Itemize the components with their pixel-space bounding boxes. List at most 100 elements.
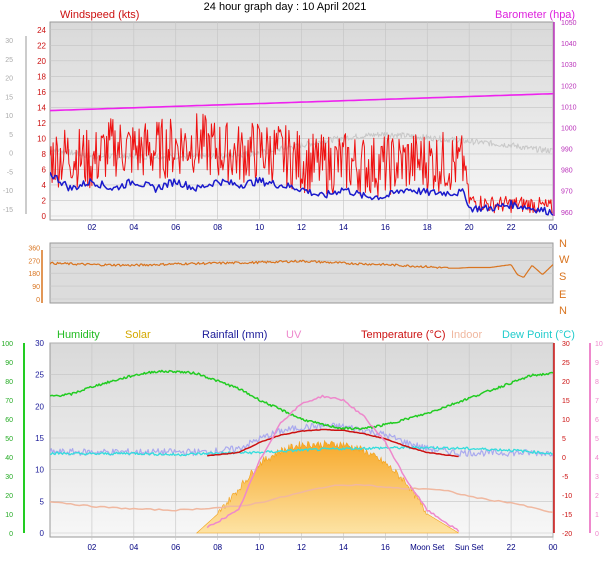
temperature-humidity-panel: 0510152025300102030405060708090100-20-15… bbox=[1, 329, 603, 552]
barometer-axis-label: Barometer (hpa) bbox=[495, 9, 575, 21]
barometer-tick-label: 990 bbox=[561, 147, 573, 154]
barometer-tick-label: 1000 bbox=[561, 125, 577, 132]
legend-rainfall: Rainfall (mm) bbox=[202, 329, 267, 341]
uv-tick-label: 7 bbox=[595, 398, 599, 405]
uv-tick-label: 10 bbox=[595, 341, 603, 348]
panel1-time-tick-label: 04 bbox=[129, 223, 138, 232]
panel1-time-tick-label: 02 bbox=[87, 223, 96, 232]
humidity-tick-label: 30 bbox=[5, 474, 13, 481]
windspeed-tick-label: 22 bbox=[37, 41, 46, 50]
barometer-offset-tick-label: 20 bbox=[5, 76, 13, 83]
panel3-time-tick-label: 04 bbox=[129, 543, 138, 552]
humidity-tick-label: 100 bbox=[1, 341, 13, 348]
panel3-time-tick-label: Sun Set bbox=[455, 543, 484, 552]
windspeed-tick-label: 16 bbox=[37, 88, 46, 97]
panel3-time-tick-label: 08 bbox=[213, 543, 222, 552]
barometer-tick-label: 980 bbox=[561, 168, 573, 175]
panel1-time-tick-label: 18 bbox=[423, 223, 432, 232]
uv-tick-label: 1 bbox=[595, 512, 599, 519]
humidity-tick-label: 40 bbox=[5, 455, 13, 462]
legend-uv: UV bbox=[286, 329, 302, 341]
uv-tick-label: 2 bbox=[595, 493, 599, 500]
panel3-time-tick-label: 10 bbox=[255, 543, 264, 552]
panel1-time-tick-label: 12 bbox=[297, 223, 306, 232]
barometer-offset-tick-label: 0 bbox=[9, 151, 13, 158]
legend-indoor: Indoor bbox=[451, 329, 483, 341]
uv-tick-label: 5 bbox=[595, 436, 599, 443]
windspeed-tick-label: 20 bbox=[37, 57, 46, 66]
temperature-tick-label: -15 bbox=[562, 512, 572, 519]
barometer-tick-label: 970 bbox=[561, 189, 573, 196]
panel1-time-tick-label: 20 bbox=[465, 223, 474, 232]
panel1-time-tick-label: 06 bbox=[171, 223, 180, 232]
panel1-grid bbox=[50, 22, 554, 219]
uv-tick-label: 4 bbox=[595, 455, 599, 462]
direction-degree-label: 90 bbox=[32, 284, 40, 291]
humidity-tick-label: 90 bbox=[5, 360, 13, 367]
direction-degree-label: 270 bbox=[28, 258, 40, 265]
legend-temperature: Temperature (°C) bbox=[361, 329, 445, 341]
barometer-offset-tick-label: -15 bbox=[3, 207, 13, 214]
direction-degree-label: 360 bbox=[28, 245, 40, 252]
barometer-tick-label: 1030 bbox=[561, 62, 577, 69]
direction-degree-label: 0 bbox=[36, 297, 40, 304]
uv-tick-label: 6 bbox=[595, 417, 599, 424]
humidity-tick-label: 60 bbox=[5, 417, 13, 424]
direction-degree-label: 180 bbox=[28, 271, 40, 278]
panel1-time-tick-label: 00 bbox=[549, 223, 558, 232]
barometer-offset-tick-label: 30 bbox=[5, 38, 13, 45]
humidity-tick-label: 50 bbox=[5, 436, 13, 443]
windspeed-tick-label: 8 bbox=[42, 150, 47, 159]
panel1-time-tick-label: 16 bbox=[381, 223, 390, 232]
humidity-line bbox=[50, 369, 553, 431]
barometer-offset-tick-label: -10 bbox=[3, 188, 13, 195]
barometer-tick-label: 1020 bbox=[561, 83, 577, 90]
barometer-line bbox=[50, 92, 553, 112]
panel3-time-tick-label: Moon Set bbox=[410, 543, 445, 552]
uv-line bbox=[206, 394, 460, 533]
humidity-tick-label: 70 bbox=[5, 398, 13, 405]
temperature-tick-label: -5 bbox=[562, 474, 568, 481]
windspeed-average-line bbox=[50, 171, 553, 216]
humidity-tick-label: 20 bbox=[5, 493, 13, 500]
rainfall-tick-label: 5 bbox=[40, 497, 45, 506]
panel1-time-tick-label: 22 bbox=[507, 223, 516, 232]
temperature-tick-label: 0 bbox=[562, 455, 566, 462]
barometer-tick-label: 1050 bbox=[561, 20, 577, 27]
humidity-tick-label: 10 bbox=[5, 512, 13, 519]
windspeed-tick-label: 18 bbox=[37, 72, 46, 81]
legend-humidity: Humidity bbox=[57, 329, 100, 341]
barometer-offset-line bbox=[50, 131, 553, 160]
temperature-line bbox=[207, 428, 459, 458]
uv-tick-label: 0 bbox=[595, 531, 599, 538]
temperature-tick-label: 20 bbox=[562, 379, 570, 386]
rainfall-tick-label: 10 bbox=[35, 466, 44, 475]
barometer-tick-label: 960 bbox=[561, 210, 573, 217]
temperature-tick-label: -10 bbox=[562, 493, 572, 500]
compass-label: E bbox=[559, 289, 566, 301]
uv-tick-label: 9 bbox=[595, 360, 599, 367]
windspeed-tick-label: 6 bbox=[42, 165, 47, 174]
uv-tick-label: 8 bbox=[595, 379, 599, 386]
legend-dewpoint: Dew Point (°C) bbox=[502, 329, 575, 341]
windspeed-tick-label: 4 bbox=[42, 181, 47, 190]
temperature-tick-label: 25 bbox=[562, 360, 570, 367]
windspeed-tick-label: 24 bbox=[37, 26, 46, 35]
barometer-tick-label: 1010 bbox=[561, 104, 577, 111]
windspeed-tick-label: 2 bbox=[42, 196, 47, 205]
windspeed-tick-label: 12 bbox=[37, 119, 46, 128]
panel3-time-tick-label: 00 bbox=[549, 543, 558, 552]
barometer-tick-label: 1040 bbox=[561, 41, 577, 48]
windspeed-gust-line bbox=[50, 113, 553, 214]
panel3-time-tick-label: 16 bbox=[381, 543, 390, 552]
windspeed-tick-label: 14 bbox=[37, 103, 46, 112]
legend-solar: Solar bbox=[125, 329, 151, 341]
panel2-grid bbox=[50, 247, 553, 300]
panel3-series bbox=[50, 369, 553, 534]
panel3-time-tick-label: 06 bbox=[171, 543, 180, 552]
wind-baro-panel: 024681012141618202224-15-10-505101520253… bbox=[3, 1, 577, 232]
compass-label: N bbox=[559, 238, 567, 250]
windspeed-tick-label: 10 bbox=[37, 134, 46, 143]
rainfall-tick-label: 20 bbox=[35, 402, 44, 411]
